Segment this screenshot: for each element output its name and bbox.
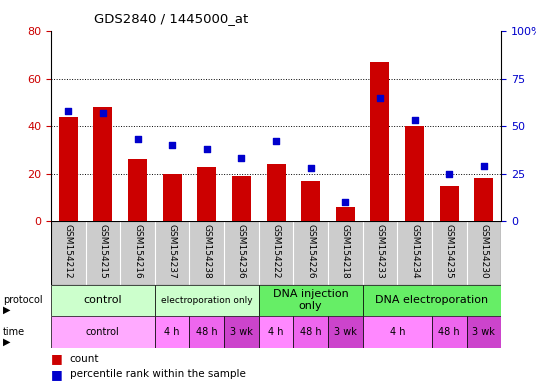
Bar [51,285,155,316]
Point [445,170,453,177]
Bar [336,207,355,221]
Point [168,142,176,148]
Point [133,136,142,142]
Point [341,199,349,205]
Point [376,94,384,101]
Text: GSM154234: GSM154234 [410,224,419,279]
Bar [128,159,147,221]
Text: 48 h: 48 h [196,327,218,337]
Bar [232,176,251,221]
Text: GSM154238: GSM154238 [202,224,211,279]
Text: ▶: ▶ [3,336,10,346]
Bar [432,316,466,348]
Text: ▶: ▶ [3,305,10,315]
Bar [466,316,501,348]
Text: GSM154216: GSM154216 [133,224,142,279]
Text: percentile rank within the sample: percentile rank within the sample [70,369,245,379]
Text: electroporation only: electroporation only [161,296,252,305]
Text: GSM154235: GSM154235 [445,224,453,279]
Point [307,165,315,171]
Text: GSM154222: GSM154222 [272,224,280,279]
Bar [259,285,363,316]
Bar [189,316,224,348]
Bar [197,167,217,221]
Bar [162,174,182,221]
Text: DNA injection
only: DNA injection only [273,290,348,311]
Point [64,108,72,114]
Text: DNA electroporation: DNA electroporation [375,295,488,305]
Bar [474,179,493,221]
Bar [363,285,501,316]
Text: GSM154233: GSM154233 [375,224,384,279]
Text: ■: ■ [51,368,63,381]
Bar [440,185,459,221]
Text: 48 h: 48 h [300,327,322,337]
Text: 3 wk: 3 wk [230,327,253,337]
Text: GSM154212: GSM154212 [64,224,73,279]
Text: 4 h: 4 h [390,327,405,337]
Bar [59,117,78,221]
Point [272,138,280,144]
Bar [293,316,328,348]
Bar [51,316,155,348]
Bar [155,285,259,316]
Text: ■: ■ [51,353,63,366]
Bar [405,126,424,221]
Point [203,146,211,152]
Bar [155,316,189,348]
Bar [93,107,113,221]
Text: time: time [3,327,25,337]
Text: GSM154230: GSM154230 [479,224,488,279]
Bar [259,316,293,348]
Bar [224,316,259,348]
Point [480,163,488,169]
Text: 3 wk: 3 wk [334,327,357,337]
Text: protocol: protocol [3,295,42,305]
Point [410,118,419,124]
Text: 4 h: 4 h [269,327,284,337]
Text: GSM154226: GSM154226 [306,224,315,279]
Text: control: control [84,295,122,305]
Bar [328,316,363,348]
Text: 3 wk: 3 wk [472,327,495,337]
Point [237,156,245,162]
Text: GSM154236: GSM154236 [237,224,246,279]
Text: count: count [70,354,99,364]
Text: control: control [86,327,120,337]
Bar [301,181,320,221]
Text: 4 h: 4 h [165,327,180,337]
Bar [363,316,432,348]
Bar [370,62,390,221]
Text: 48 h: 48 h [438,327,460,337]
Text: GSM154237: GSM154237 [168,224,177,279]
Text: GSM154215: GSM154215 [99,224,107,279]
Bar [266,164,286,221]
Point [99,110,107,116]
Text: GSM154218: GSM154218 [341,224,350,279]
Text: GDS2840 / 1445000_at: GDS2840 / 1445000_at [94,12,248,25]
